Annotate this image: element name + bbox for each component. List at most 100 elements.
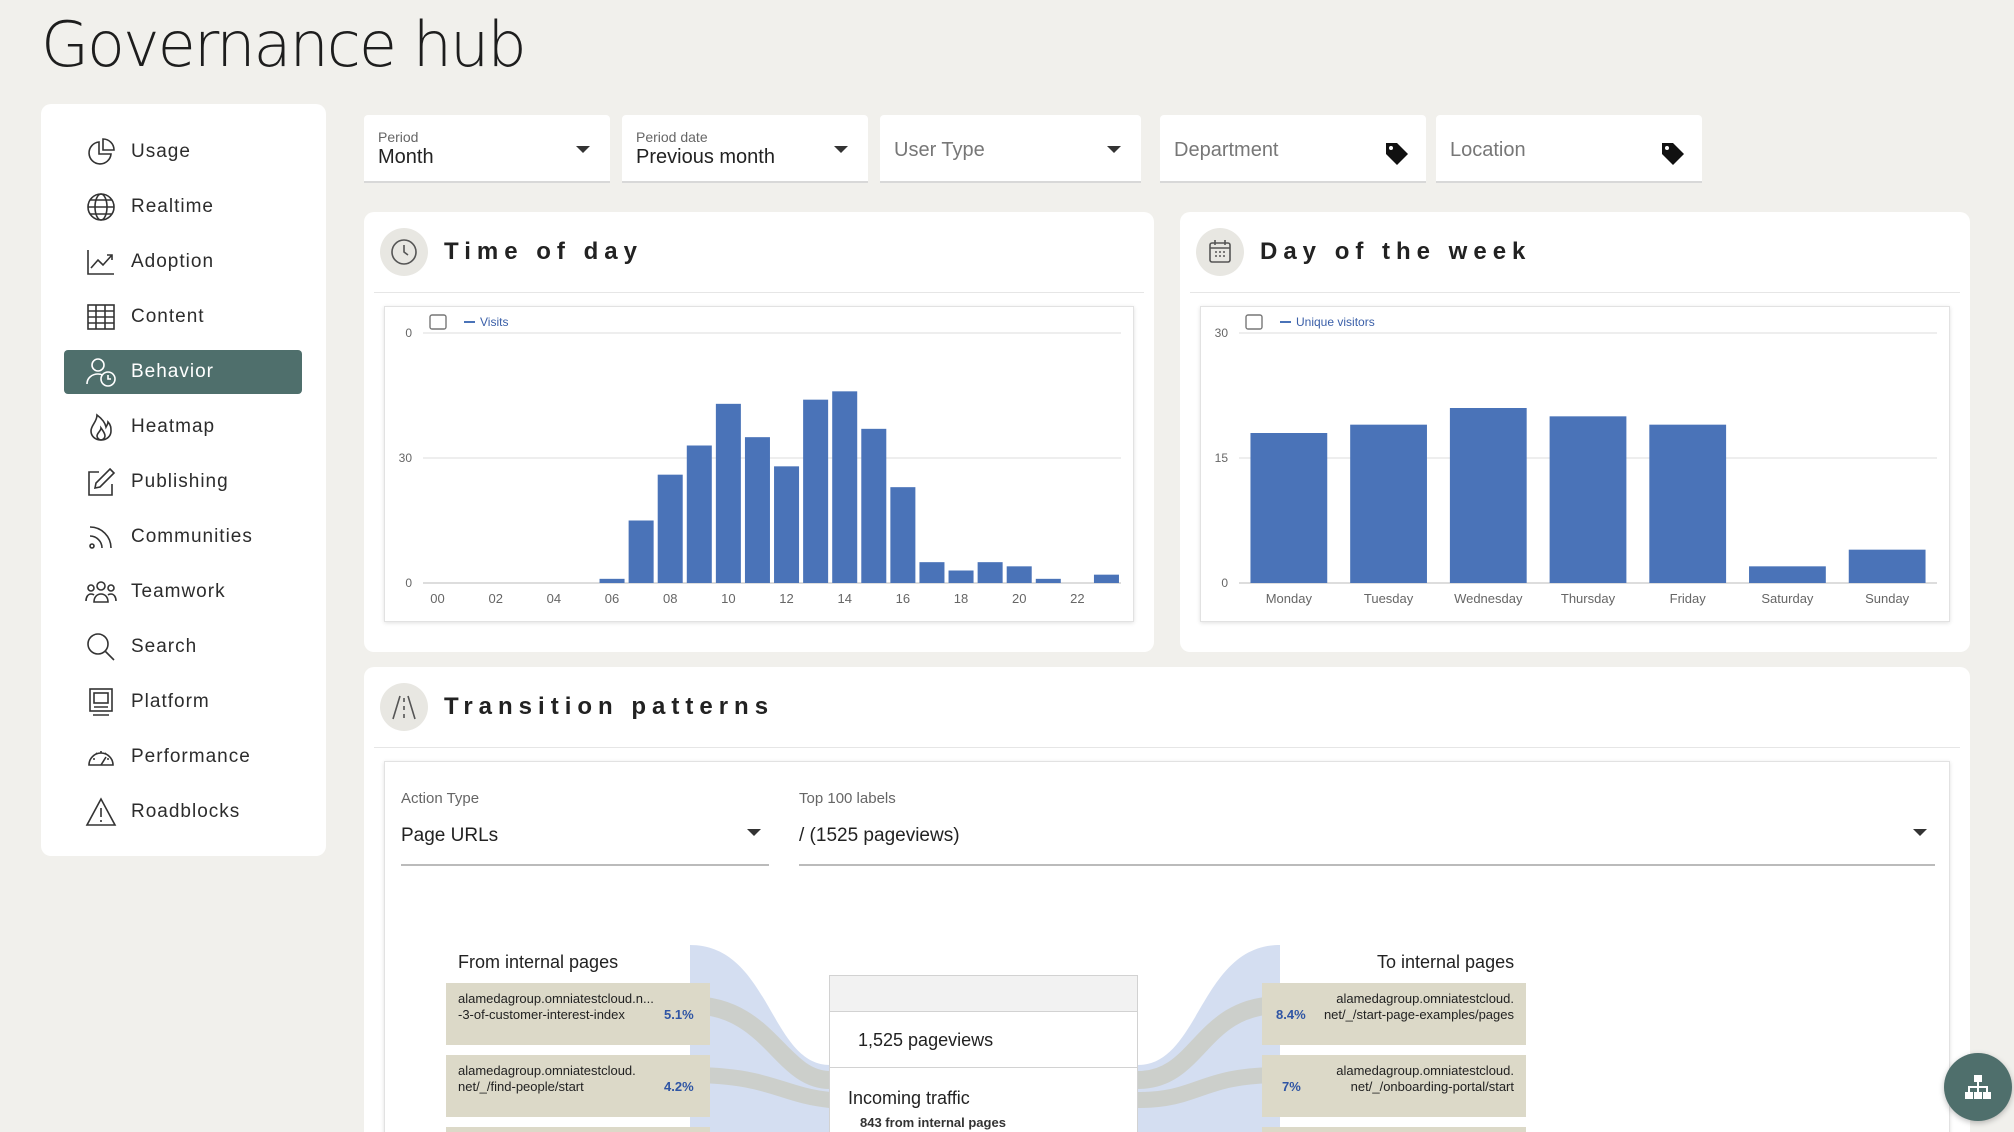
action-type-select[interactable]: Action Type Page URLs xyxy=(401,790,769,866)
from-page-row[interactable] xyxy=(446,1127,710,1132)
from-page-row[interactable]: alamedagroup.omniatestcloud. net/_/find-… xyxy=(446,1055,710,1117)
pageviews-count: 1,525 pageviews xyxy=(830,1012,1137,1068)
y-tick-label: 0 xyxy=(1221,576,1228,590)
top-labels-select[interactable]: Top 100 labels / (1525 pageviews) xyxy=(799,790,1935,866)
card-title: Day of the week xyxy=(1260,238,1532,265)
chart-bar xyxy=(686,445,712,583)
x-tick-label: 08 xyxy=(663,591,677,606)
chart-bar xyxy=(861,428,887,583)
sidebar-item-roadblocks[interactable]: Roadblocks xyxy=(64,790,302,834)
gauge-icon xyxy=(85,741,117,773)
sidebar-item-label: Roadblocks xyxy=(131,801,241,822)
user-type-select[interactable]: User Type xyxy=(880,115,1141,183)
card-title: Time of day xyxy=(444,238,643,265)
x-tick-label: Thursday xyxy=(1561,591,1616,606)
period-select[interactable]: Period Month xyxy=(364,115,610,183)
to-page-row[interactable]: alamedagroup.omniatestcloud. net/_/onboa… xyxy=(1262,1055,1526,1117)
chart-bar xyxy=(1549,416,1627,583)
from-page-row[interactable]: alamedagroup.omniatestcloud.n... -3-of-c… xyxy=(446,983,710,1045)
page-url-line: alamedagroup.omniatestcloud. xyxy=(1336,991,1514,1006)
rss-icon xyxy=(85,521,117,553)
sitemap-button[interactable] xyxy=(1944,1053,2012,1121)
x-tick-label: 04 xyxy=(547,591,561,606)
sidebar-item-usage[interactable]: Usage xyxy=(64,130,302,174)
sidebar-item-teamwork[interactable]: Teamwork xyxy=(64,570,302,614)
chart-bar xyxy=(1749,566,1826,583)
period-label: Period xyxy=(378,129,419,145)
location-placeholder: Location xyxy=(1450,139,1526,161)
x-tick-label: 02 xyxy=(488,591,502,606)
sidebar-item-platform[interactable]: Platform xyxy=(64,680,302,724)
team-icon xyxy=(85,576,117,608)
chart-image-icon xyxy=(1245,314,1263,330)
x-tick-label: Tuesday xyxy=(1364,591,1414,606)
top-labels-label: Top 100 labels xyxy=(799,790,896,807)
day-of-week-svg: Unique visitors 0 15 30 Monday Tuesday Wednesd… xyxy=(1215,314,1937,606)
sidebar-item-communities[interactable]: Communities xyxy=(64,515,302,559)
chart-bar xyxy=(1649,424,1727,583)
outgoing-flow-line xyxy=(1137,996,1281,1089)
page-url-line: -3-of-customer-interest-index xyxy=(458,1007,625,1022)
period-value: Month xyxy=(378,146,434,168)
from-internal-pages-label: From internal pages xyxy=(458,952,619,972)
sidebar-item-heatmap[interactable]: Heatmap xyxy=(64,405,302,449)
sidebar-item-content[interactable]: Content xyxy=(64,295,302,339)
sidebar-item-realtime[interactable]: Realtime xyxy=(64,185,302,229)
percentage: 8.4% xyxy=(1276,1007,1306,1022)
chevron-down-icon xyxy=(1913,829,1927,836)
page-url-line: alamedagroup.omniatestcloud.n... xyxy=(458,991,654,1006)
incoming-traffic-label: Incoming traffic xyxy=(848,1088,970,1108)
x-tick-label: Saturday xyxy=(1761,591,1814,606)
day-of-week-chart: Unique visitors 0 15 30 Monday Tuesday Wednesd… xyxy=(1200,306,1950,622)
platform-icon xyxy=(85,686,117,718)
to-page-row[interactable] xyxy=(1262,1127,1526,1132)
location-filter[interactable]: Location xyxy=(1436,115,1702,183)
sidebar: Usage Realtime Adoption Content Behavior… xyxy=(41,104,326,856)
chart-bar xyxy=(1035,578,1061,583)
period-date-value: Previous month xyxy=(636,146,775,168)
chart-bar xyxy=(1250,433,1328,583)
incoming-flow-line xyxy=(689,996,831,1089)
chart-image-icon xyxy=(429,314,447,330)
chevron-down-icon xyxy=(834,146,848,153)
incoming-flow-line xyxy=(689,1067,831,1108)
sidebar-item-label: Heatmap xyxy=(131,416,216,437)
tag-icon xyxy=(1662,143,1684,165)
incoming-traffic-detail: 843 from internal pages xyxy=(860,1115,1006,1130)
x-tick-label: 06 xyxy=(605,591,619,606)
sidebar-item-search[interactable]: Search xyxy=(64,625,302,669)
period-date-select[interactable]: Period date Previous month xyxy=(622,115,868,183)
chart-bar xyxy=(1449,408,1527,583)
card-title: Transition patterns xyxy=(444,693,775,720)
chart-bar xyxy=(948,570,974,583)
chart-bar xyxy=(774,466,800,583)
flame-icon xyxy=(85,411,117,443)
x-tick-label: Wednesday xyxy=(1454,591,1523,606)
chart-bar xyxy=(715,403,741,583)
sidebar-item-label: Search xyxy=(131,636,198,657)
sidebar-item-label: Behavior xyxy=(131,361,214,382)
legend-label: Unique visitors xyxy=(1296,315,1375,329)
chart-bar xyxy=(657,474,683,583)
sidebar-item-label: Performance xyxy=(131,746,251,767)
y-tick-label: 15 xyxy=(1215,451,1229,465)
sidebar-item-performance[interactable]: Performance xyxy=(64,735,302,779)
sidebar-item-label: Communities xyxy=(131,526,253,547)
globe-icon xyxy=(85,191,117,223)
page-url-line: net/_/onboarding-portal/start xyxy=(1350,1079,1514,1094)
department-filter[interactable]: Department xyxy=(1160,115,1426,183)
x-tick-label: Friday xyxy=(1670,591,1707,606)
chart-bar xyxy=(832,391,858,583)
sidebar-item-behavior[interactable]: Behavior xyxy=(64,350,302,394)
sidebar-item-label: Usage xyxy=(131,141,191,162)
calendar-icon xyxy=(1196,228,1244,276)
sidebar-item-label: Teamwork xyxy=(131,581,226,602)
y-tick-label: 30 xyxy=(399,451,413,465)
to-page-row[interactable]: alamedagroup.omniatestcloud. net/_/start… xyxy=(1262,983,1526,1045)
sidebar-item-publishing[interactable]: Publishing xyxy=(64,460,302,504)
chart-bar xyxy=(1350,424,1427,583)
chevron-down-icon xyxy=(1107,146,1121,153)
edit-icon xyxy=(85,466,117,498)
chart-bar xyxy=(803,399,829,583)
sidebar-item-adoption[interactable]: Adoption xyxy=(64,240,302,284)
